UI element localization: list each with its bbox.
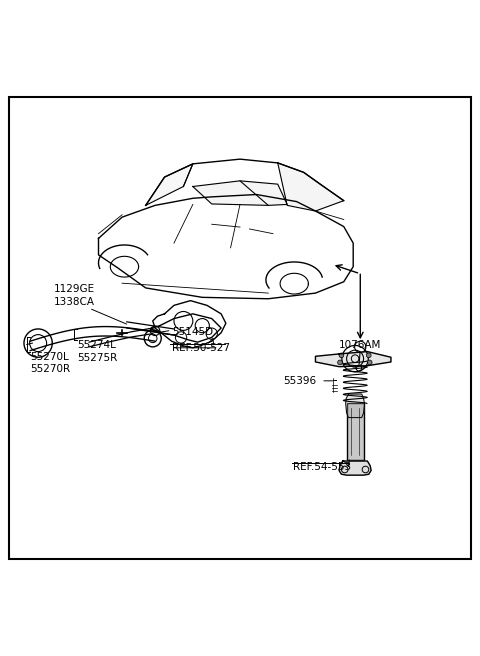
Circle shape (367, 360, 372, 365)
Text: REF.54-553: REF.54-553 (293, 462, 351, 472)
Bar (347, 403, 363, 460)
Polygon shape (193, 181, 287, 205)
Polygon shape (145, 164, 193, 205)
Text: 1129GE
1338CA: 1129GE 1338CA (54, 284, 95, 307)
Text: 55145D: 55145D (172, 327, 214, 337)
Polygon shape (346, 394, 364, 418)
Text: 55396: 55396 (283, 376, 316, 386)
Circle shape (339, 353, 344, 358)
Polygon shape (278, 163, 344, 211)
Text: 55274L
55275R: 55274L 55275R (77, 340, 118, 363)
Text: 1076AM: 1076AM (339, 340, 382, 350)
Polygon shape (339, 461, 371, 475)
Circle shape (366, 353, 371, 358)
Text: REF.50-527: REF.50-527 (172, 343, 229, 353)
Text: 55270L
55270R: 55270L 55270R (30, 352, 70, 374)
Polygon shape (315, 352, 391, 367)
Circle shape (337, 360, 342, 365)
